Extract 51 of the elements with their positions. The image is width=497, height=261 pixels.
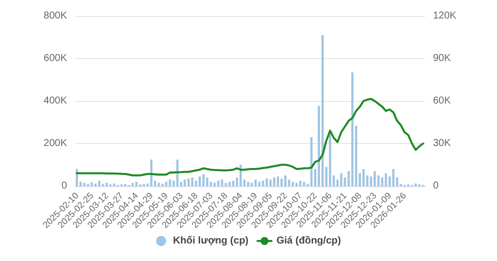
bar [83, 182, 86, 186]
y-tick-label: 800K [44, 10, 68, 22]
bar [206, 178, 208, 186]
bar [280, 178, 283, 186]
bar [191, 178, 194, 186]
bar [292, 182, 294, 186]
bar [392, 169, 394, 186]
bar [381, 178, 384, 186]
bar [273, 178, 276, 186]
bar [187, 178, 190, 186]
bar [269, 180, 272, 186]
bar [258, 182, 260, 186]
bar [224, 182, 227, 186]
y2-tick-label: 30K [433, 138, 452, 149]
bar [198, 176, 201, 186]
bar [247, 182, 250, 186]
y2-tick-label: 120K [433, 10, 457, 22]
bar [194, 180, 198, 186]
y-tick-label: 400K [44, 96, 68, 106]
y-tick-label: 200K [44, 138, 68, 149]
bar [158, 182, 160, 186]
bar [414, 183, 417, 186]
bar [220, 180, 224, 186]
bar [288, 180, 290, 186]
y-tick-label: 600K [44, 53, 68, 64]
bar [232, 180, 234, 186]
y-tick-label: 0 [61, 180, 68, 192]
bar [240, 164, 242, 186]
bar [150, 160, 152, 186]
bar [76, 169, 78, 186]
y2-tick-label: 60K [433, 96, 452, 106]
bar [98, 180, 100, 186]
bar [374, 171, 376, 186]
bar [132, 182, 134, 186]
bar [90, 182, 93, 186]
bar [266, 178, 268, 186]
bar [254, 180, 257, 186]
line-series [76, 98, 424, 176]
bar [184, 180, 186, 186]
legend-label: Giá (đồng/cp) [276, 236, 341, 246]
bar [106, 182, 108, 186]
legend-label: Khối lượng (cp) [173, 236, 249, 246]
bar [299, 180, 302, 186]
bar [340, 173, 342, 186]
y2-tick-label: 0 [433, 180, 439, 192]
bar [168, 180, 172, 186]
bar [165, 182, 168, 186]
y2-tick-label: 90K [433, 53, 452, 64]
bar [250, 182, 253, 186]
bar [217, 180, 220, 186]
bar [262, 180, 264, 186]
